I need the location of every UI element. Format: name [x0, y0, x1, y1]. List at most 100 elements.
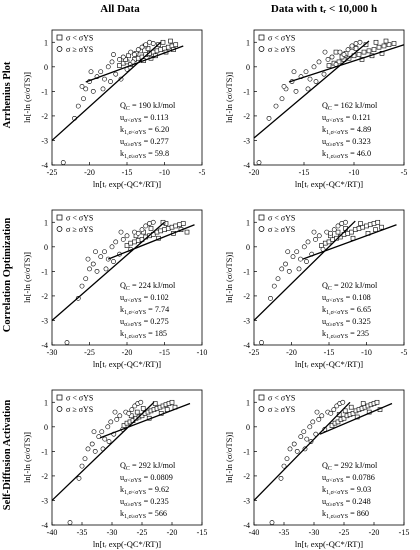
param-q: QC = 292 kJ/mol	[120, 461, 176, 472]
x-tick-label: -20	[369, 528, 380, 537]
x-tick-label: -30	[107, 528, 118, 537]
data-point-square	[361, 49, 367, 55]
panel-6: -40 -35 -30 -25 -20 -15 -4 -3 -2 -1 0 1 ln[tᵣ exp(-Q…	[224, 389, 409, 549]
data-point-circle	[67, 520, 73, 525]
data-point-circle	[287, 446, 293, 452]
data-point-circle	[353, 41, 359, 46]
y-tick-label: 0	[246, 243, 250, 252]
data-point-circle	[319, 413, 325, 419]
data-point-circle	[329, 54, 335, 60]
y-tick-label: 0	[44, 423, 48, 432]
fit-line	[51, 401, 155, 501]
data-point-circle	[129, 407, 135, 413]
data-point-circle	[150, 41, 156, 46]
data-point-circle	[102, 436, 108, 442]
x-tick-label: -30	[309, 528, 320, 537]
data-point-square	[371, 221, 377, 226]
y-tick-label: -4	[243, 521, 250, 530]
data-point-circle	[343, 219, 348, 225]
data-point-square	[128, 240, 134, 246]
data-point-circle	[117, 413, 123, 419]
fit-line	[108, 224, 195, 260]
data-point-circle	[301, 244, 307, 250]
data-point-square	[383, 38, 389, 44]
fit-line	[288, 44, 405, 83]
data-point-circle	[132, 52, 137, 57]
data-point-square	[134, 409, 140, 415]
data-point-circle	[279, 266, 285, 272]
data-point-circle	[316, 417, 322, 422]
data-point-circle	[335, 223, 341, 229]
y-tick-label: 0	[44, 63, 48, 72]
data-point-circle	[305, 239, 311, 245]
data-point-circle	[126, 410, 132, 416]
data-point-square	[364, 223, 369, 229]
data-point-square	[322, 240, 328, 246]
column-title-all-data: All Data	[100, 3, 140, 15]
data-point-circle	[98, 254, 104, 260]
data-point-square	[117, 63, 122, 68]
legend-label-high: σ ≥ σYS	[66, 45, 93, 54]
x-tick-label: -40	[249, 528, 260, 537]
row-title-correlation: Correlation Optimization	[2, 218, 13, 333]
legend-label-high: σ ≥ σYS	[268, 45, 295, 54]
y-tick-label: -4	[41, 521, 48, 530]
data-point-circle	[269, 520, 275, 525]
y-tick-label: -3	[243, 136, 250, 145]
row-title-self-diffusion: Self-Diffusion Activation	[2, 400, 13, 511]
legend-label-high: σ ≥ σYS	[66, 405, 93, 414]
data-point-circle	[349, 43, 355, 49]
data-point-circle	[85, 256, 91, 262]
x-tick-label: -5	[401, 168, 408, 177]
x-axis-label: ln[tᵣ exp(-QC*/RT)]	[93, 179, 161, 189]
y-axis-label: ln[-ln (σ/σTS)]	[22, 252, 32, 303]
param-k-high: k1,σ≥σYS = 59.8	[120, 149, 169, 160]
data-point-circle	[98, 69, 104, 75]
param-k-low: k1,σ<σYS = 4.89	[322, 125, 371, 136]
data-point-circle	[132, 403, 138, 409]
legend-circle-marker	[258, 406, 265, 412]
data-point-circle	[109, 59, 115, 65]
y-tick-label: -3	[243, 316, 250, 325]
data-point-circle	[310, 419, 316, 425]
param-u-high: uσ≥σYS = 0.323	[322, 137, 371, 148]
y-tick-label: 0	[246, 423, 250, 432]
data-point-square	[154, 48, 160, 54]
x-tick-label: -30	[47, 348, 58, 357]
data-point-circle	[79, 283, 85, 289]
data-point-square	[342, 408, 348, 414]
param-k-high: k1,σ≥σYS = 566	[120, 509, 167, 520]
data-point-circle	[279, 96, 285, 102]
data-point-circle	[331, 227, 337, 233]
x-tick-label: -5	[199, 168, 206, 177]
data-point-circle	[76, 475, 82, 481]
param-u-low: uσ<σYS = 0.113	[120, 113, 168, 124]
data-point-circle	[328, 410, 334, 416]
data-point-square	[333, 49, 339, 55]
data-point-circle	[102, 249, 107, 255]
param-u-low: uσ<σYS = 0.121	[322, 113, 371, 124]
data-point-circle	[294, 448, 300, 454]
data-point-circle	[301, 429, 307, 435]
x-tick-label: -10	[159, 168, 170, 177]
y-axis-label: ln[-ln (σ/σTS)]	[22, 432, 32, 483]
param-k-low: k1,σ<σYS = 6.20	[120, 125, 169, 136]
data-point-circle	[75, 103, 81, 109]
y-tick-label: -4	[243, 161, 250, 170]
data-point-square	[135, 238, 141, 243]
data-point-square	[140, 406, 146, 411]
data-point-circle	[286, 268, 292, 274]
x-tick-label: -20	[249, 168, 260, 177]
data-point-circle	[150, 219, 156, 225]
param-k-low: k1,σ<σYS = 6.65	[322, 305, 371, 316]
data-point-circle	[275, 276, 281, 282]
data-point-circle	[83, 276, 89, 282]
data-point-square	[348, 404, 354, 410]
data-point-circle	[94, 268, 100, 274]
legend-circle-marker	[258, 226, 265, 232]
y-tick-label: -3	[243, 496, 250, 505]
data-point-circle	[331, 407, 337, 413]
